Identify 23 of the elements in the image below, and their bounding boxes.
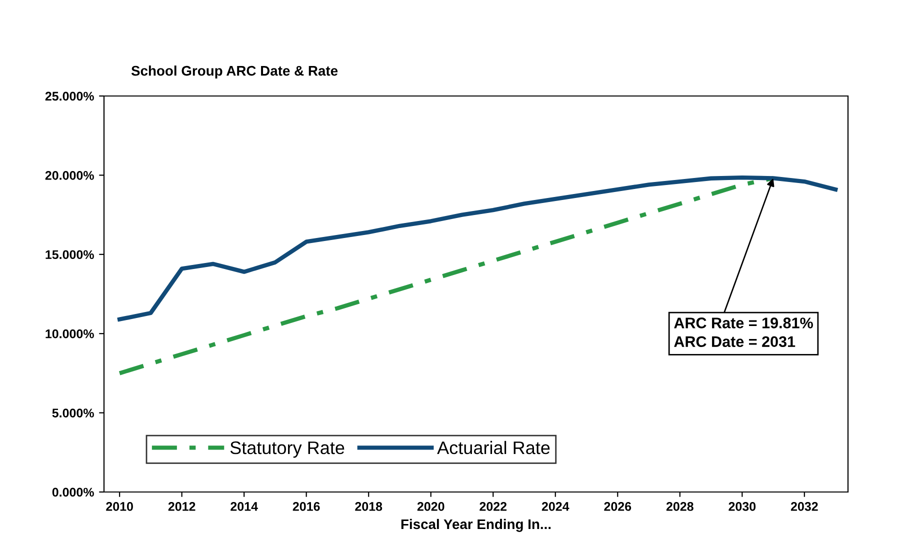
y-tick-label: 20.000% bbox=[45, 171, 94, 180]
x-tick-label: 2028 bbox=[666, 502, 694, 511]
x-tick-label: 2022 bbox=[480, 502, 507, 511]
x-tick-label: 2018 bbox=[355, 502, 382, 511]
y-tick-label: 5.000% bbox=[52, 408, 94, 418]
x-tick-label: 2012 bbox=[168, 502, 196, 511]
y-tick-label: 0.000% bbox=[52, 488, 94, 497]
x-axis-title: Fiscal Year Ending In... bbox=[401, 518, 551, 532]
legend-label: Actuarial Rate bbox=[437, 440, 550, 454]
x-tick-label: 2016 bbox=[292, 502, 320, 511]
y-tick-label: 15.000% bbox=[46, 250, 94, 260]
chart-title: School Group ARC Date & Rate bbox=[131, 66, 338, 78]
x-tick-label: 2032 bbox=[790, 502, 818, 511]
x-tick-label: 2020 bbox=[417, 502, 444, 511]
y-tick-label: 25.000% bbox=[45, 92, 94, 101]
legend-label: Statutory Rate bbox=[230, 441, 344, 458]
annotation: ARC Rate = 19.81% ARC Date = 2031 bbox=[674, 318, 813, 348]
y-tick-label: 10.000% bbox=[46, 329, 94, 338]
x-tick-label: 2024 bbox=[542, 502, 570, 511]
x-tick-label: 2014 bbox=[230, 502, 258, 511]
x-tick-label: 2010 bbox=[106, 502, 133, 511]
x-tick-label: 2030 bbox=[728, 502, 756, 511]
x-tick-label: 2026 bbox=[604, 502, 632, 511]
